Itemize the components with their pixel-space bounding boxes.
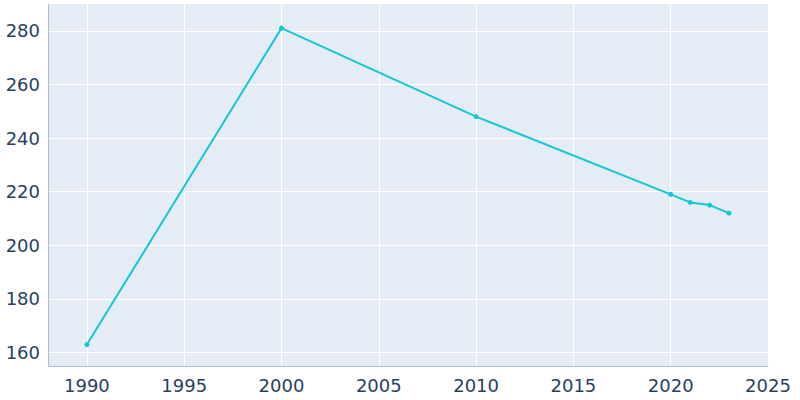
svg-text:1990: 1990 xyxy=(64,375,110,396)
svg-text:280: 280 xyxy=(6,20,40,41)
svg-text:220: 220 xyxy=(6,181,40,202)
svg-text:2005: 2005 xyxy=(356,375,402,396)
svg-text:200: 200 xyxy=(6,235,40,256)
svg-text:2015: 2015 xyxy=(550,375,596,396)
svg-text:160: 160 xyxy=(6,342,40,363)
svg-text:2020: 2020 xyxy=(648,375,694,396)
svg-text:1995: 1995 xyxy=(161,375,207,396)
svg-text:260: 260 xyxy=(6,74,40,95)
svg-text:2000: 2000 xyxy=(259,375,305,396)
svg-text:2010: 2010 xyxy=(453,375,499,396)
svg-text:180: 180 xyxy=(6,288,40,309)
svg-text:2025: 2025 xyxy=(745,375,791,396)
svg-text:240: 240 xyxy=(6,128,40,149)
